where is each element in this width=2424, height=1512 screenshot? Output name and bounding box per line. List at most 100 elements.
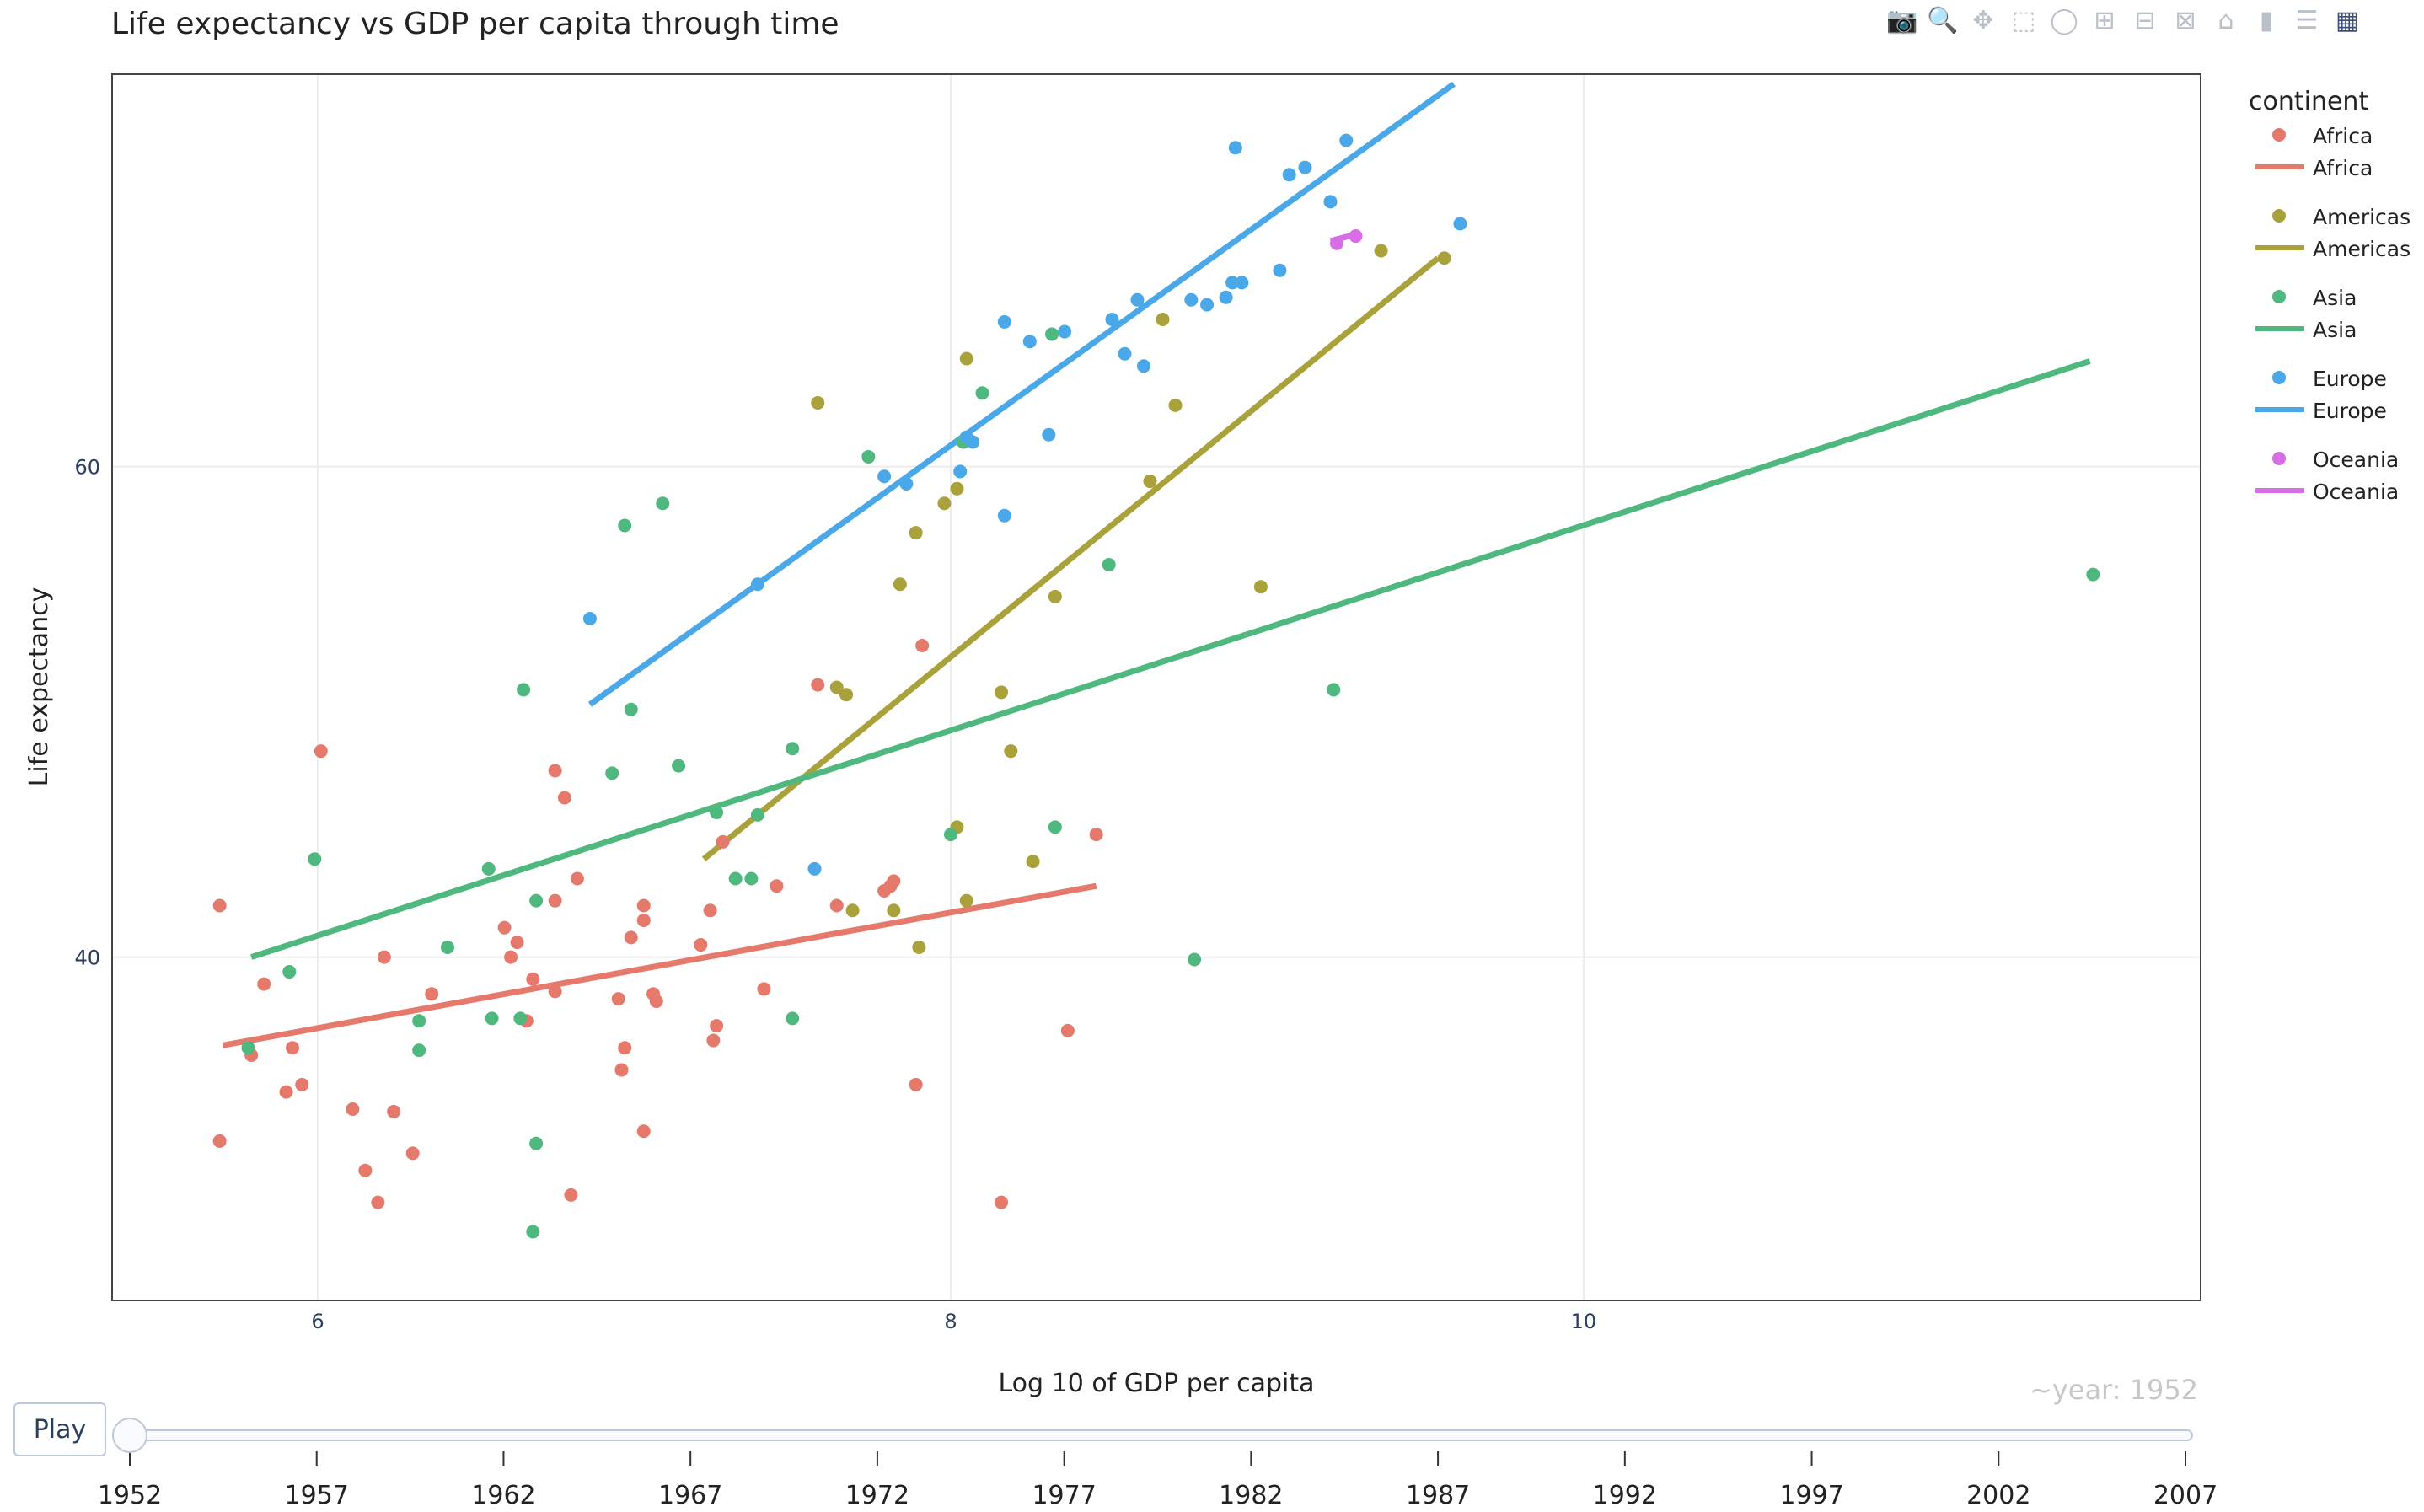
data-point[interactable] xyxy=(877,469,892,484)
data-point[interactable] xyxy=(282,965,297,979)
data-point[interactable] xyxy=(966,435,980,449)
data-point[interactable] xyxy=(887,903,901,918)
data-point[interactable] xyxy=(706,1033,721,1048)
legend-line-label-oceania[interactable]: Oceania xyxy=(2313,480,2399,504)
legend-label-africa[interactable]: Africa xyxy=(2313,124,2373,148)
data-point[interactable] xyxy=(582,612,597,626)
legend-label-europe[interactable]: Europe xyxy=(2313,367,2387,391)
data-point[interactable] xyxy=(618,1041,632,1055)
pan-icon[interactable]: ✥ xyxy=(1972,5,1994,35)
data-point[interactable] xyxy=(497,920,512,935)
legend-line-label-africa[interactable]: Africa xyxy=(2313,156,2373,180)
slider-year-label[interactable]: 1957 xyxy=(285,1481,349,1510)
camera-icon[interactable]: 📷 xyxy=(1886,5,1918,35)
data-point[interactable] xyxy=(811,678,825,692)
data-point[interactable] xyxy=(757,982,771,996)
data-point[interactable] xyxy=(1200,298,1215,312)
legend-marker-oceania[interactable] xyxy=(2272,452,2286,465)
data-point[interactable] xyxy=(1118,346,1132,361)
lasso-icon[interactable]: ◯ xyxy=(2050,5,2078,35)
data-point[interactable] xyxy=(1105,313,1119,326)
data-point[interactable] xyxy=(1253,580,1268,594)
data-point[interactable] xyxy=(485,1011,499,1026)
play-button[interactable]: Play xyxy=(13,1402,106,1456)
data-point[interactable] xyxy=(279,1085,293,1099)
legend-label-asia[interactable]: Asia xyxy=(2313,286,2357,310)
slider-rail[interactable] xyxy=(122,1429,2193,1441)
data-point[interactable] xyxy=(1058,324,1072,339)
data-point[interactable] xyxy=(557,791,571,805)
data-point[interactable] xyxy=(750,807,764,822)
data-point[interactable] xyxy=(1136,359,1150,373)
slider-year-label[interactable]: 2002 xyxy=(1966,1481,2030,1510)
data-point[interactable] xyxy=(481,861,496,876)
slider-handle[interactable] xyxy=(112,1418,147,1453)
data-point[interactable] xyxy=(953,464,968,479)
data-point[interactable] xyxy=(308,852,322,866)
data-point[interactable] xyxy=(1048,589,1062,603)
data-point[interactable] xyxy=(1045,327,1059,341)
data-point[interactable] xyxy=(371,1195,385,1209)
data-point[interactable] xyxy=(807,861,822,876)
data-point[interactable] xyxy=(1089,828,1103,842)
data-point[interactable] xyxy=(548,893,562,908)
data-point[interactable] xyxy=(959,893,973,908)
slider-year-label[interactable]: 1952 xyxy=(98,1481,162,1510)
data-point[interactable] xyxy=(811,395,825,410)
slider-year-label[interactable]: 1997 xyxy=(1779,1481,1843,1510)
data-point[interactable] xyxy=(529,893,544,908)
slider-year-label[interactable]: 1962 xyxy=(471,1481,535,1510)
slider-year-label[interactable]: 2007 xyxy=(2153,1481,2218,1510)
data-point[interactable] xyxy=(845,903,860,918)
data-point[interactable] xyxy=(997,314,1011,329)
data-point[interactable] xyxy=(1168,398,1183,412)
data-point[interactable] xyxy=(212,1134,227,1148)
data-point[interactable] xyxy=(614,1063,629,1077)
data-point[interactable] xyxy=(412,1043,426,1058)
data-point[interactable] xyxy=(636,1124,651,1139)
data-point[interactable] xyxy=(744,871,759,886)
data-point[interactable] xyxy=(909,1077,923,1091)
data-point[interactable] xyxy=(346,1102,360,1117)
data-point[interactable] xyxy=(548,764,562,778)
data-point[interactable] xyxy=(1273,263,1287,277)
data-point[interactable] xyxy=(1453,217,1467,231)
legend-marker-asia[interactable] xyxy=(2272,290,2286,303)
data-point[interactable] xyxy=(1188,952,1202,967)
legend-line-label-europe[interactable]: Europe xyxy=(2313,399,2387,423)
data-point[interactable] xyxy=(1042,427,1056,442)
data-point[interactable] xyxy=(786,1011,800,1026)
data-point[interactable] xyxy=(405,1146,420,1161)
data-point[interactable] xyxy=(649,994,663,1008)
data-point[interactable] xyxy=(1026,855,1040,869)
data-point[interactable] xyxy=(412,1014,426,1028)
data-point[interactable] xyxy=(829,680,844,694)
data-point[interactable] xyxy=(703,903,717,918)
data-point[interactable] xyxy=(1156,313,1170,326)
data-point[interactable] xyxy=(656,496,670,511)
year-slider[interactable]: 1952 1957 1962 1967 1972 1977 1982 1987 1992 1997… xyxy=(98,1418,2218,1510)
data-point[interactable] xyxy=(786,742,800,756)
data-point[interactable] xyxy=(839,688,854,702)
slider-year-label[interactable]: 1992 xyxy=(1593,1481,1657,1510)
data-point[interactable] xyxy=(1130,292,1145,307)
zoom-in-icon[interactable]: ⊞ xyxy=(2094,5,2116,35)
data-point[interactable] xyxy=(728,871,743,886)
data-point[interactable] xyxy=(1060,1023,1075,1037)
data-point[interactable] xyxy=(829,898,844,913)
data-point[interactable] xyxy=(893,577,907,592)
data-point[interactable] xyxy=(1143,475,1157,489)
data-point[interactable] xyxy=(1330,236,1344,250)
data-point[interactable] xyxy=(1374,244,1388,258)
data-point[interactable] xyxy=(1339,133,1354,147)
data-point[interactable] xyxy=(899,476,914,491)
data-point[interactable] xyxy=(694,938,708,952)
slider-year-label[interactable]: 1982 xyxy=(1219,1481,1283,1510)
data-point[interactable] xyxy=(995,1195,1009,1209)
data-point[interactable] xyxy=(1298,160,1312,174)
data-point[interactable] xyxy=(750,577,764,592)
data-point[interactable] xyxy=(570,871,584,886)
data-point[interactable] xyxy=(672,759,686,773)
data-point[interactable] xyxy=(526,1225,540,1239)
data-point[interactable] xyxy=(358,1163,373,1177)
